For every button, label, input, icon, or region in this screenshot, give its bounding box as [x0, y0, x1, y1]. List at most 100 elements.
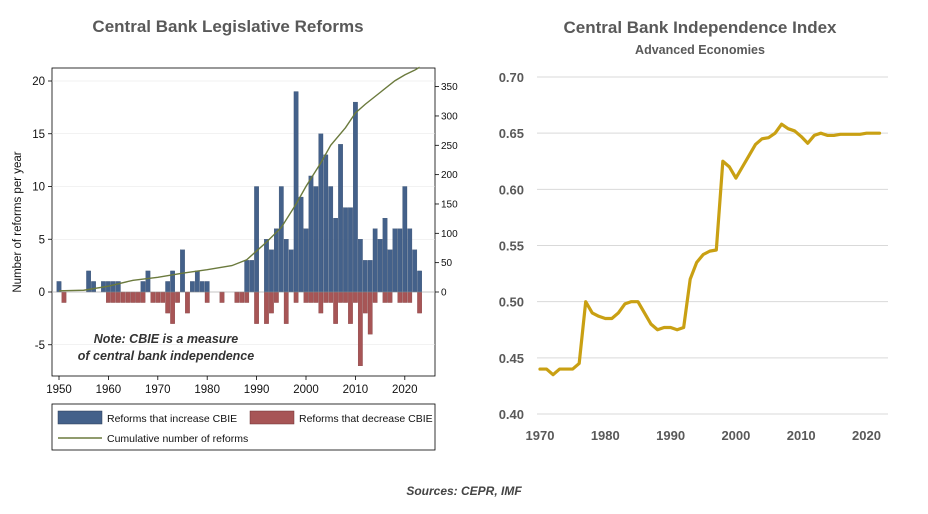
- decrease-bar: [372, 291, 378, 303]
- legend-increase-swatch: [57, 410, 103, 425]
- increase-bar: [204, 281, 210, 293]
- cbi-index-chart: Central Bank Independence Index Advanced…: [499, 18, 888, 443]
- increase-bar: [402, 186, 408, 293]
- decrease-bar: [357, 291, 363, 366]
- x-tick-label: 1980: [194, 384, 220, 396]
- right-y-tick-label: 0.65: [499, 126, 524, 141]
- decrease-bar: [110, 291, 116, 303]
- decrease-bar: [165, 291, 171, 314]
- legend-box: [51, 403, 436, 451]
- right-x-tick-label: 2020: [852, 428, 881, 443]
- increase-bar: [318, 133, 324, 293]
- decrease-bar: [175, 291, 180, 303]
- right-chart-subtitle: Advanced Economies: [635, 43, 765, 57]
- decrease-bar: [61, 291, 67, 303]
- left-y-axis-ticks: -5 0 5 10 15 20: [32, 76, 52, 352]
- increase-bar: [269, 249, 274, 293]
- decrease-bar: [219, 291, 225, 303]
- right-x-tick-label: 1970: [526, 428, 555, 443]
- increase-bar: [372, 228, 378, 293]
- increase-bar: [199, 281, 205, 293]
- decrease-bar: [367, 291, 373, 335]
- increase-bar: [254, 186, 259, 293]
- decrease-bar: [130, 291, 136, 303]
- right-chart-title: Central Bank Independence Index: [563, 18, 837, 37]
- decrease-bar: [150, 291, 156, 303]
- cbi-index-line: [538, 122, 882, 377]
- decrease-bars: [61, 291, 422, 366]
- x-tick-label: 1950: [46, 384, 72, 396]
- decrease-bar: [170, 291, 175, 324]
- x-tick-label: 2000: [293, 384, 319, 396]
- right-x-tick-label: 1980: [591, 428, 620, 443]
- y-tick-label: 15: [32, 129, 45, 141]
- decrease-bar: [387, 291, 393, 303]
- decrease-bar: [407, 291, 413, 303]
- y2-tick-label: 100: [441, 229, 458, 240]
- increase-bar: [308, 175, 314, 293]
- legend-decrease-label: Reforms that decrease CBIE: [299, 413, 433, 425]
- increase-bar: [353, 101, 358, 293]
- increase-bar: [377, 239, 383, 293]
- decrease-bar: [328, 291, 334, 303]
- right-y-tick-label: 0.45: [499, 351, 524, 366]
- y2-tick-label: 300: [441, 111, 458, 122]
- decrease-bar: [115, 291, 121, 303]
- decrease-bar: [333, 291, 338, 324]
- y-tick-label: 10: [32, 182, 45, 194]
- right-x-tick-label: 2010: [787, 428, 816, 443]
- decrease-bar: [274, 291, 279, 303]
- decrease-bar: [303, 291, 309, 303]
- decrease-bar: [244, 291, 250, 303]
- right-y-tick-label: 0.50: [499, 295, 524, 310]
- increase-bar: [274, 228, 279, 293]
- decrease-bar: [239, 291, 245, 303]
- left-chart-title: Central Bank Legislative Reforms: [92, 17, 363, 36]
- increase-bar: [323, 154, 329, 293]
- y2-tick-label: 50: [441, 258, 453, 269]
- y2-tick-label: 250: [441, 141, 458, 152]
- increase-bar: [417, 270, 422, 293]
- right-x-tick-label: 1990: [656, 428, 685, 443]
- increase-bar: [328, 186, 334, 293]
- decrease-bar: [283, 291, 289, 324]
- x-tick-label: 2010: [343, 384, 369, 396]
- y-tick-label: 20: [32, 76, 45, 88]
- right-y-tick-label: 0.40: [499, 407, 524, 422]
- legend-decrease-swatch: [249, 410, 295, 425]
- increase-bars: [56, 91, 422, 293]
- increase-bar: [145, 270, 151, 293]
- decrease-bar: [106, 291, 111, 303]
- right-y-tick-label: 0.70: [499, 70, 524, 85]
- left-plot-area: [51, 67, 436, 377]
- increase-bar: [357, 239, 363, 293]
- increase-bar: [298, 196, 304, 293]
- increase-bar: [91, 281, 96, 293]
- decrease-bar: [293, 291, 299, 303]
- decrease-bar: [155, 291, 161, 303]
- decrease-bar: [264, 291, 269, 324]
- y2-tick-label: 350: [441, 82, 458, 93]
- decrease-bar: [269, 291, 274, 314]
- decrease-bar: [362, 291, 368, 314]
- y2-tick-label: 0: [441, 288, 447, 299]
- increase-bar: [190, 281, 195, 293]
- decrease-bar: [140, 291, 146, 303]
- decrease-bar: [348, 291, 353, 324]
- y-tick-label: -5: [35, 340, 45, 352]
- decrease-bar: [338, 291, 343, 303]
- source-note: Sources: CEPR, IMF: [406, 484, 522, 498]
- right-y-tick-label: 0.60: [499, 182, 524, 197]
- increase-bar: [303, 228, 309, 293]
- left-x-axis-ticks: 1950 1960 1970 1980 1990 2000 2010 2020: [46, 376, 418, 396]
- increase-bar: [397, 228, 403, 293]
- decrease-bar: [397, 291, 403, 303]
- right-gridlines: [537, 76, 888, 415]
- legend-cumulative-label: Cumulative number of reforms: [107, 433, 248, 445]
- increase-bar: [249, 260, 255, 293]
- note-line-2: of central bank independence: [78, 349, 254, 363]
- increase-bar: [407, 228, 413, 293]
- right-y-axis-ticks: 0 50 100 150 200 250 300 350: [435, 82, 458, 299]
- increase-bar: [362, 260, 368, 293]
